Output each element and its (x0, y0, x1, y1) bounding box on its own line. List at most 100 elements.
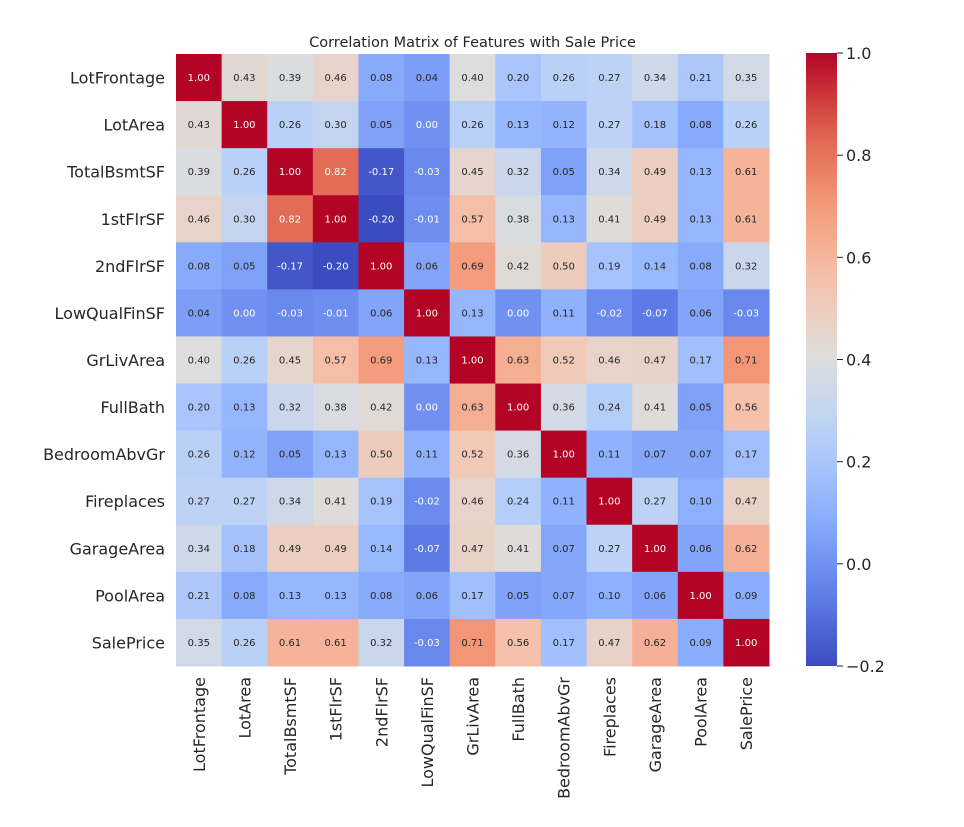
heatmap-cell (586, 242, 633, 290)
cell-value-label: 0.07 (644, 450, 666, 461)
heatmap-cell (723, 195, 770, 243)
heatmap-cell (176, 336, 223, 385)
x-tick-label: SalePrice (737, 677, 756, 750)
heatmap-cell (723, 618, 770, 667)
cell-value-label: -0.02 (414, 497, 440, 508)
cell-value-label: 0.41 (325, 497, 347, 508)
heatmap-cell (221, 477, 268, 526)
cell-value-label: 0.08 (233, 591, 255, 602)
cell-value-label: 0.00 (416, 120, 438, 131)
cell-value-label: 0.34 (279, 497, 301, 508)
heatmap-cell (540, 195, 588, 243)
heatmap-cell (586, 148, 633, 196)
heatmap-cell (267, 430, 314, 479)
cell-value-label: 0.13 (233, 403, 255, 414)
heatmap-cell (358, 336, 405, 385)
cell-value-label: -0.01 (414, 214, 440, 225)
heatmap-cell (677, 477, 724, 526)
heatmap-cell (632, 618, 679, 667)
heatmap-cell (267, 289, 314, 337)
cell-value-label: 1.00 (279, 167, 301, 178)
cell-value-label: 0.19 (598, 261, 620, 272)
heatmap-cell (449, 289, 496, 337)
heatmap-cell (632, 571, 679, 620)
y-tick-label: 2ndFlrSF (95, 257, 165, 276)
heatmap-cell (449, 571, 496, 620)
cell-value-label: 0.56 (735, 403, 757, 414)
cell-value-label: 0.38 (325, 403, 347, 414)
cell-value-label: 0.30 (325, 120, 347, 131)
cell-value-label: 0.08 (689, 261, 711, 272)
cell-value-label: 0.27 (598, 73, 620, 84)
heatmap-cell (358, 195, 405, 243)
cell-value-label: 0.06 (689, 308, 711, 319)
cell-value-label: 0.63 (507, 356, 529, 367)
colorbar-tick-label: 0.0 (846, 555, 871, 574)
cell-value-label: -0.17 (368, 167, 394, 178)
cell-value-label: 0.32 (735, 261, 757, 272)
cell-value-label: 0.45 (461, 167, 483, 178)
cell-value-label: 0.17 (689, 356, 711, 367)
cell-value-label: 0.61 (735, 214, 757, 225)
cell-value-label: 1.00 (233, 120, 255, 131)
chart-title: Correlation Matrix of Features with Sale… (309, 35, 636, 51)
y-tick-label: LotArea (103, 116, 165, 135)
heatmap-cell (449, 524, 496, 573)
cell-value-label: 0.46 (461, 497, 483, 508)
heatmap-cell (358, 477, 405, 526)
heatmap-cell (358, 54, 405, 102)
cell-value-label: 1.00 (188, 73, 210, 84)
cell-value-label: 1.00 (507, 403, 529, 414)
cell-value-label: 0.32 (370, 638, 392, 649)
cell-value-label: 0.27 (644, 497, 666, 508)
heatmap-cell (495, 571, 542, 620)
cell-value-label: 0.12 (233, 450, 255, 461)
cell-value-label: 0.17 (461, 591, 483, 602)
cell-value-label: 0.21 (188, 591, 210, 602)
heatmap-cell (449, 54, 496, 102)
cell-value-label: 0.45 (279, 356, 301, 367)
cell-value-label: 0.38 (507, 214, 529, 225)
y-tick-label: Fireplaces (85, 492, 165, 511)
cell-value-label: 0.27 (188, 497, 210, 508)
cell-value-label: -0.07 (414, 544, 440, 555)
cell-value-label: 0.47 (735, 497, 757, 508)
heatmap-cell (404, 430, 451, 479)
cell-value-label: 0.14 (370, 544, 392, 555)
heatmap-cell (586, 101, 633, 149)
heatmap-cell (449, 383, 496, 432)
colorbar-tick-label: 0.8 (846, 146, 871, 165)
cell-value-label: 1.00 (370, 261, 392, 272)
heatmap-cell (312, 524, 359, 573)
cell-value-label: 0.05 (279, 450, 301, 461)
heatmap-cell (176, 289, 223, 337)
heatmap-cell (540, 101, 588, 149)
cell-value-label: 0.00 (233, 308, 255, 319)
heatmap-cell (221, 571, 268, 620)
cell-value-label: 0.04 (416, 73, 438, 84)
heatmap-cell (221, 195, 268, 243)
heatmap-cell (540, 336, 588, 385)
cell-value-label: 0.06 (370, 308, 392, 319)
cell-value-label: -0.03 (733, 308, 759, 319)
cell-value-label: 0.06 (689, 544, 711, 555)
cell-value-label: 0.62 (644, 638, 666, 649)
heatmap-cell (495, 430, 542, 479)
cell-value-label: 0.39 (188, 167, 210, 178)
cell-value-label: 0.13 (553, 214, 575, 225)
heatmap-cell (632, 148, 679, 196)
y-tick-label: 1stFlrSF (101, 210, 165, 229)
heatmap-cell (358, 148, 405, 196)
heatmap-cell (267, 101, 314, 149)
heatmap-cell (449, 336, 496, 385)
heatmap-cell (449, 148, 496, 196)
cell-value-label: 1.00 (416, 308, 438, 319)
cell-value-label: -0.02 (596, 308, 622, 319)
cell-value-label: 0.06 (644, 591, 666, 602)
cell-value-label: 0.41 (507, 544, 529, 555)
heatmap-cell (404, 195, 451, 243)
heatmap-cell (586, 195, 633, 243)
cell-value-label: 0.34 (598, 167, 620, 178)
cell-value-label: 0.17 (735, 450, 757, 461)
heatmap-cell (221, 148, 268, 196)
